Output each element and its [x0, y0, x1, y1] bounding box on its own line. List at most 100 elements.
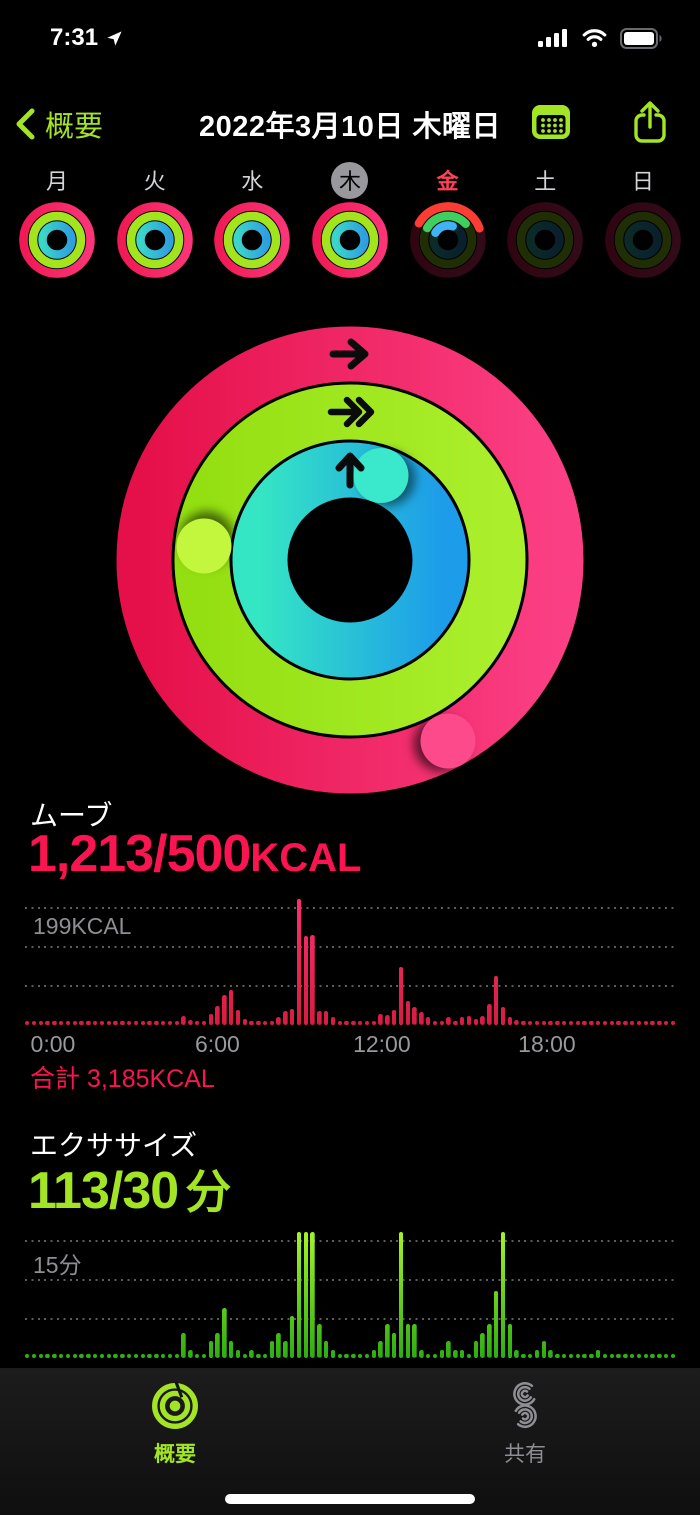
chart-bar [439, 1349, 445, 1358]
chart-bar [194, 1353, 200, 1358]
weekday-水[interactable]: 水 [211, 160, 293, 280]
stand-arrow-icon [335, 452, 365, 489]
weekday-火[interactable]: 火 [114, 160, 196, 280]
chart-bar [86, 1020, 91, 1025]
chart-bar [228, 1341, 234, 1358]
x-tick: 18:00 [518, 1031, 576, 1057]
chart-bar [561, 1353, 567, 1358]
chart-bar [555, 1353, 560, 1358]
chart-bar [616, 1353, 621, 1358]
chart-bar [303, 935, 309, 1025]
sharing-icon [513, 1382, 537, 1429]
chart-bar [493, 1290, 499, 1358]
chart-bar [405, 1000, 411, 1025]
x-tick: 12:00 [353, 1031, 411, 1057]
chart-bar [126, 1353, 132, 1358]
move-value-unit: KCAL [250, 836, 362, 880]
activity-rings [116, 326, 584, 794]
tab-summary[interactable]: 概要 [0, 1369, 350, 1515]
chart-bar [480, 1016, 485, 1025]
tab-sharing[interactable]: 共有 [350, 1369, 700, 1515]
chart-bar [310, 1232, 315, 1358]
chart-bar [330, 1349, 336, 1358]
chart-bar [317, 1011, 322, 1025]
chart-bar [561, 1020, 567, 1025]
chart-bar [371, 1020, 377, 1025]
tab-bar: 概要 共有 [0, 1368, 700, 1515]
week-strip: 月 火 水木金 土 日 [16, 160, 684, 280]
chart-bar [514, 1349, 519, 1358]
x-tick: 0:00 [30, 1031, 76, 1057]
chart-bar [167, 1353, 173, 1358]
weekday-土[interactable]: 土 [504, 160, 586, 280]
calendar-button[interactable] [530, 102, 572, 147]
chart-bar [623, 1020, 628, 1025]
chart-bar [181, 1016, 186, 1025]
chart-bar [663, 1353, 669, 1358]
share-icon [634, 100, 666, 143]
gridline [25, 907, 675, 909]
weekday-label: 土 [534, 169, 557, 194]
chart-bar [188, 1349, 193, 1358]
chart-bar [31, 1353, 37, 1358]
chart-bar [663, 1020, 669, 1025]
chart-bar [201, 1353, 207, 1358]
chart-bar [643, 1353, 648, 1358]
move-x-axis: 0:00 6:00 12:00 18:00 [25, 1031, 675, 1061]
chart-bar [215, 1332, 220, 1358]
chart-bar [324, 1341, 329, 1358]
chart-bar [208, 1013, 213, 1025]
chart-bar [412, 1007, 417, 1025]
chart-bar [595, 1349, 601, 1358]
chart-bar [269, 1020, 275, 1025]
chart-bar [120, 1020, 125, 1025]
chart-bar [548, 1349, 553, 1358]
weekday-label: 月 [45, 169, 68, 194]
calendar-icon [532, 104, 570, 139]
chart-bar [466, 1016, 472, 1025]
chart-bar [670, 1353, 676, 1358]
exercise-value: 113/30 分 [28, 1156, 231, 1222]
chart-bar [249, 1020, 254, 1025]
chart-bar [392, 1009, 397, 1025]
chart-bar [276, 1016, 281, 1025]
home-indicator[interactable] [225, 1494, 475, 1504]
chart-bar [296, 899, 302, 1025]
chart-bar [92, 1020, 98, 1025]
chart-bar [160, 1020, 166, 1025]
back-button[interactable]: 概要 [14, 96, 103, 152]
chart-bar [25, 1353, 30, 1358]
share-button[interactable] [630, 100, 670, 149]
chart-bar [514, 1019, 519, 1025]
cellular-signal-icon [538, 29, 567, 47]
chart-bar [351, 1353, 356, 1358]
mini-activity-rings [409, 202, 486, 278]
chart-bar [487, 1003, 492, 1025]
chart-bar [52, 1020, 57, 1025]
chart-bar [358, 1353, 363, 1358]
move-arrow-icon [329, 338, 369, 370]
chart-bar [398, 1232, 404, 1358]
chart-bar [453, 1349, 458, 1358]
chart-bar [106, 1353, 111, 1358]
status-bar: 7:31 [0, 16, 700, 60]
chart-bar [256, 1353, 261, 1358]
weekday-label: 火 [143, 169, 166, 194]
weekday-金[interactable]: 金 [407, 160, 489, 280]
chart-bar [657, 1353, 662, 1358]
chart-bar [167, 1020, 173, 1025]
chart-bar [52, 1353, 57, 1358]
chart-bar [58, 1020, 64, 1025]
weekday-月[interactable]: 月 [16, 160, 98, 280]
chart-bar [616, 1020, 621, 1025]
move-bars [25, 899, 676, 1025]
chart-bar [507, 1324, 512, 1358]
weekday-木[interactable]: 木 [309, 160, 391, 280]
weekday-日[interactable]: 日 [602, 160, 684, 280]
exercise-value-number: 113/30 [28, 1162, 179, 1220]
chart-bar [113, 1020, 118, 1025]
exercise-value-unit: 分 [185, 1166, 232, 1218]
chart-bar [310, 934, 315, 1025]
chart-bar [201, 1020, 207, 1025]
